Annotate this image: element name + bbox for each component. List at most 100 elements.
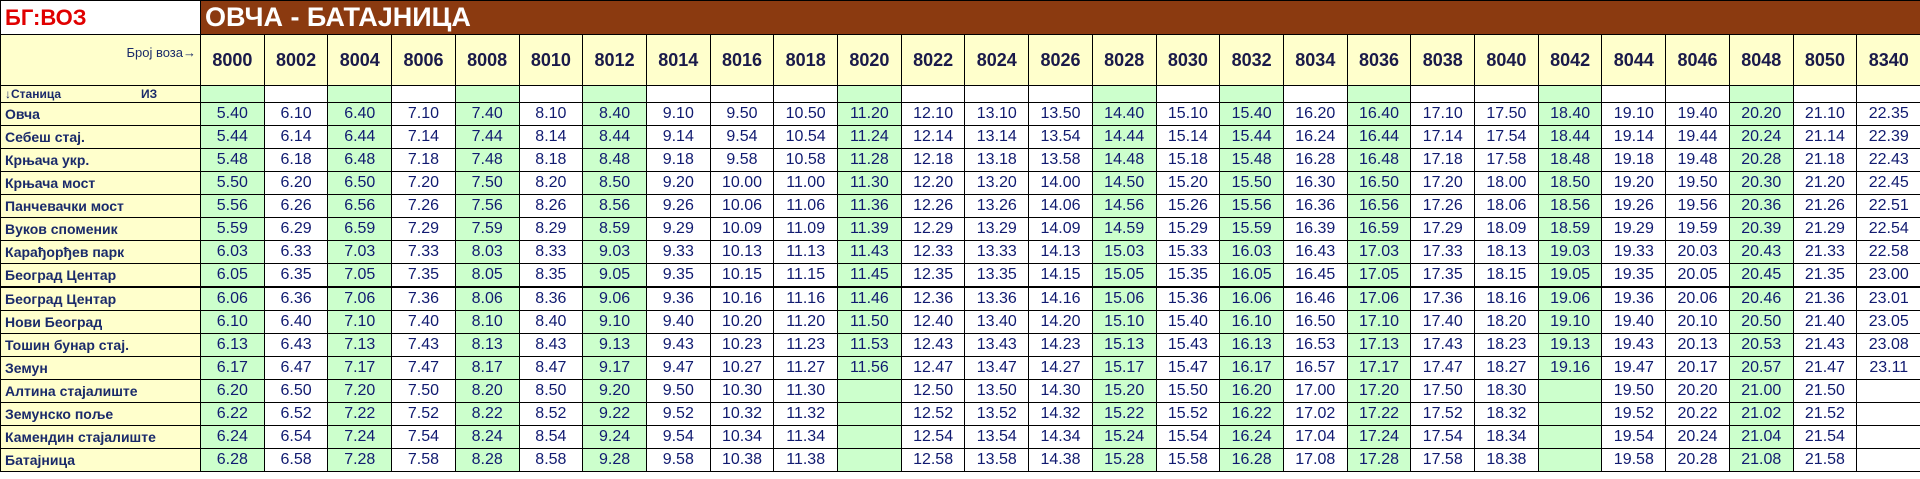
time-cell: 10.30: [709, 379, 775, 403]
time-cell: 7.56: [454, 194, 520, 218]
time-cell: 13.26: [964, 194, 1030, 218]
time-cell: 11.27: [773, 356, 839, 380]
time-cell: 19.44: [1665, 125, 1730, 149]
station-name: Земун: [0, 356, 201, 380]
time-cell: 11.53: [837, 333, 902, 357]
from-cell: [391, 85, 456, 103]
time-cell: 18.59: [1537, 217, 1603, 241]
time-cell: 18.20: [1474, 310, 1539, 334]
time-cell: 7.28: [327, 448, 393, 472]
time-cell: 7.50: [391, 379, 456, 403]
from-cell: [1091, 85, 1157, 103]
train-number: 8040: [1474, 34, 1539, 86]
station-name: Београд Центар: [0, 263, 201, 288]
time-cell: 20.28: [1728, 148, 1794, 172]
time-cell: 7.20: [327, 379, 393, 403]
time-cell: 18.44: [1537, 125, 1603, 149]
train-number: 8340: [1856, 34, 1920, 86]
station-name: Крњача мост: [0, 171, 201, 195]
time-cell: 7.52: [391, 402, 456, 426]
time-cell: 9.26: [645, 194, 711, 218]
time-cell: 7.59: [454, 217, 520, 241]
time-cell: 20.24: [1665, 425, 1730, 449]
station-row: Тошин бунар стај. 6.13 6.43 7.13 7.43 8.13 8.4…: [0, 333, 1920, 357]
time-cell: 17.50: [1474, 102, 1539, 126]
time-cell: 13.20: [964, 171, 1030, 195]
time-cell: 14.59: [1091, 217, 1157, 241]
time-cell: 13.35: [964, 263, 1030, 288]
time-cell: 16.10: [1219, 310, 1284, 334]
time-cell: 10.58: [773, 148, 839, 172]
time-cell: 17.35: [1410, 263, 1476, 288]
time-cell: 9.29: [645, 217, 711, 241]
station-name: Крњача укр.: [0, 148, 201, 172]
time-cell: 12.50: [900, 379, 966, 403]
train-number: 8048: [1728, 34, 1794, 86]
from-cell: [1155, 85, 1221, 103]
time-cell: 11.09: [773, 217, 839, 241]
time-cell: 22.45: [1856, 171, 1920, 195]
station-name: Камендин стајалиште: [0, 425, 201, 449]
time-cell: 11.36: [837, 194, 902, 218]
time-cell: 7.22: [327, 402, 393, 426]
time-cell: 10.34: [709, 425, 775, 449]
time-cell: 14.32: [1028, 402, 1093, 426]
station-row: Батајница 6.28 6.58 7.28 7.58 8.28 8.58 9.28 9.5…: [0, 448, 1920, 472]
time-cell: 13.50: [1028, 102, 1093, 126]
time-cell: 7.26: [391, 194, 456, 218]
time-cell: 16.05: [1219, 263, 1284, 288]
time-cell: 20.50: [1728, 310, 1794, 334]
time-cell: 15.47: [1155, 356, 1221, 380]
time-cell: 16.56: [1346, 194, 1412, 218]
time-cell: 18.48: [1537, 148, 1603, 172]
from-cell: [773, 85, 839, 103]
time-cell: [837, 448, 902, 472]
time-cell: 14.30: [1028, 379, 1093, 403]
time-cell: 12.40: [900, 310, 966, 334]
time-cell: 7.35: [391, 263, 456, 288]
time-cell: 19.50: [1601, 379, 1667, 403]
time-cell: 16.59: [1346, 217, 1412, 241]
time-cell: 14.09: [1028, 217, 1093, 241]
time-cell: 16.50: [1282, 310, 1348, 334]
time-cell: 9.06: [582, 286, 647, 311]
time-cell: [1856, 425, 1920, 449]
time-cell: 8.40: [582, 102, 647, 126]
time-cell: 6.50: [263, 379, 329, 403]
time-cell: 19.48: [1665, 148, 1730, 172]
time-cell: 17.03: [1346, 240, 1412, 264]
time-cell: 19.26: [1601, 194, 1667, 218]
time-cell: 9.58: [709, 148, 775, 172]
time-cell: 14.27: [1028, 356, 1093, 380]
station-name: Батајница: [0, 448, 201, 472]
time-cell: 6.17: [200, 356, 265, 380]
time-cell: 6.40: [263, 310, 329, 334]
time-cell: 17.50: [1410, 379, 1476, 403]
time-cell: 20.46: [1728, 286, 1794, 311]
time-cell: [1856, 379, 1920, 403]
from-cell: [1856, 85, 1920, 103]
time-cell: [837, 402, 902, 426]
time-cell: 15.50: [1219, 171, 1284, 195]
time-cell: 12.52: [900, 402, 966, 426]
time-cell: 8.36: [518, 286, 584, 311]
from-cell: [1410, 85, 1476, 103]
time-cell: 6.29: [263, 217, 329, 241]
time-cell: 17.10: [1410, 102, 1476, 126]
time-cell: 20.53: [1728, 333, 1794, 357]
time-cell: 6.44: [327, 125, 393, 149]
time-cell: 18.27: [1474, 356, 1539, 380]
time-cell: 11.50: [837, 310, 902, 334]
time-cell: 15.54: [1155, 425, 1221, 449]
time-cell: 11.34: [773, 425, 839, 449]
time-cell: 22.58: [1856, 240, 1920, 264]
from-cell: [1537, 85, 1603, 103]
time-cell: 9.18: [645, 148, 711, 172]
time-cell: 17.20: [1410, 171, 1476, 195]
train-header-row: Број воза→ 8000 8002 8004 8006 8008 8010 8012 8…: [0, 34, 1920, 86]
time-cell: 6.10: [263, 102, 329, 126]
time-cell: 8.47: [518, 356, 584, 380]
time-cell: 7.24: [327, 425, 393, 449]
time-cell: 12.14: [900, 125, 966, 149]
station-name: Вуков споменик: [0, 217, 201, 241]
